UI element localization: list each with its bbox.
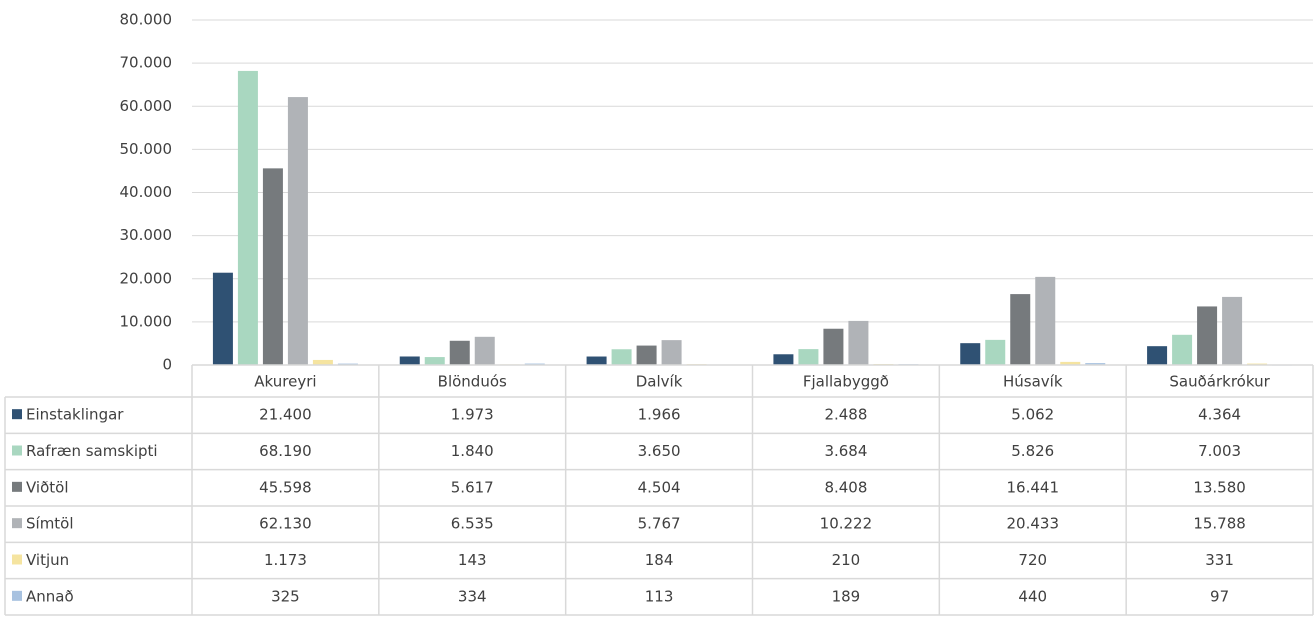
bar — [212, 272, 233, 365]
table-cell: 97 — [1210, 587, 1229, 605]
y-tick-label: 80.000 — [120, 11, 173, 29]
table-cell: 68.190 — [259, 442, 312, 460]
bar — [474, 336, 495, 365]
table-cell: 210 — [832, 551, 861, 569]
bar — [399, 356, 420, 365]
table-cell: 13.580 — [1193, 478, 1246, 496]
table-cell: 334 — [458, 587, 487, 605]
table-cell: 15.788 — [1193, 515, 1246, 533]
x-tick-label: Akureyri — [254, 373, 316, 391]
bar — [611, 349, 632, 365]
y-tick-label: 20.000 — [120, 269, 173, 287]
legend-swatch — [12, 445, 22, 456]
table-cell: 720 — [1018, 551, 1047, 569]
table-cell: 20.433 — [1007, 515, 1060, 533]
bar — [1035, 276, 1056, 365]
y-tick-label: 30.000 — [120, 226, 173, 244]
y-tick-label: 0 — [162, 356, 172, 374]
bar — [449, 340, 470, 365]
table-cell: 143 — [458, 551, 487, 569]
y-tick-label: 10.000 — [120, 312, 173, 330]
legend-label: Einstaklingar — [26, 406, 124, 424]
table-cell: 4.364 — [1198, 406, 1241, 424]
bar — [424, 357, 445, 365]
table-cell: 3.684 — [824, 442, 867, 460]
table-cell: 5.062 — [1011, 406, 1054, 424]
bar — [1085, 363, 1106, 365]
table-cell: 5.617 — [451, 478, 494, 496]
bar — [312, 359, 333, 365]
table-cell: 1.973 — [451, 406, 494, 424]
bar — [237, 70, 258, 365]
x-tick-label: Fjallabyggð — [803, 373, 889, 391]
bar — [1222, 296, 1243, 365]
y-tick-label: 40.000 — [120, 183, 173, 201]
bar — [1060, 361, 1081, 365]
legend-label: Símtöl — [26, 515, 74, 533]
y-tick-label: 70.000 — [120, 54, 173, 72]
bar — [773, 354, 794, 365]
table-cell: 3.650 — [638, 442, 681, 460]
bar — [1010, 294, 1031, 365]
x-tick-label: Húsavík — [1003, 373, 1063, 391]
y-tick-label: 50.000 — [120, 140, 173, 158]
table-cell: 4.504 — [638, 478, 681, 496]
bar — [636, 345, 657, 365]
table-cell: 113 — [645, 587, 674, 605]
table-cell: 5.767 — [638, 515, 681, 533]
bar — [823, 328, 844, 365]
table-cell: 10.222 — [820, 515, 873, 533]
bar — [661, 340, 682, 365]
bar — [1172, 334, 1193, 365]
x-tick-label: Sauðárkrókur — [1169, 373, 1270, 391]
bar — [798, 349, 819, 365]
bar — [1147, 346, 1168, 365]
table-cell: 1.173 — [264, 551, 307, 569]
table-cell: 2.488 — [824, 406, 867, 424]
bar — [586, 356, 607, 365]
legend-swatch — [12, 481, 22, 492]
bar — [848, 320, 869, 365]
bar — [262, 168, 283, 365]
table-cell: 45.598 — [259, 478, 312, 496]
table-cell: 8.408 — [824, 478, 867, 496]
table-cell: 331 — [1205, 551, 1234, 569]
legend-label: Viðtöl — [26, 478, 69, 496]
table-cell: 5.826 — [1011, 442, 1054, 460]
bar — [985, 339, 1006, 365]
table-cell: 184 — [645, 551, 674, 569]
legend-label: Vitjun — [26, 551, 69, 569]
legend-swatch — [12, 554, 22, 565]
legend-swatch — [12, 409, 22, 420]
legend-label: Annað — [26, 587, 74, 605]
legend-label: Rafræn samskipti — [26, 442, 158, 460]
x-tick-label: Blönduós — [438, 373, 507, 391]
table-cell: 21.400 — [259, 406, 312, 424]
legend-swatch — [12, 590, 22, 601]
table-cell: 325 — [271, 587, 300, 605]
table-cell: 1.966 — [638, 406, 681, 424]
table-cell: 440 — [1018, 587, 1047, 605]
legend-swatch — [12, 518, 22, 529]
x-tick-label: Dalvík — [636, 373, 683, 391]
bar — [960, 343, 981, 365]
bar — [1197, 306, 1218, 365]
table-cell: 1.840 — [451, 442, 494, 460]
table-cell: 189 — [832, 587, 861, 605]
y-tick-label: 60.000 — [120, 97, 173, 115]
table-cell: 7.003 — [1198, 442, 1241, 460]
bar — [287, 97, 308, 365]
table-cell: 16.441 — [1007, 478, 1060, 496]
table-cell: 6.535 — [451, 515, 494, 533]
table-cell: 62.130 — [259, 515, 312, 533]
